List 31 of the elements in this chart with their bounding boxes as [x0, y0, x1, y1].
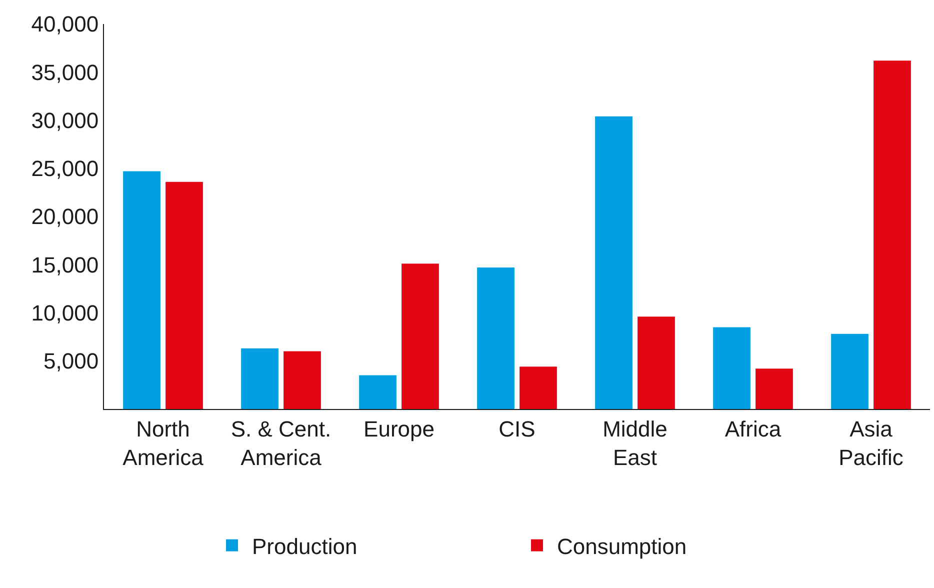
x-tick-label: Africa: [724, 416, 782, 442]
x-tick-label: Asia Pacific: [838, 416, 904, 470]
bar: [402, 264, 439, 409]
y-tick-label: 20,000: [31, 204, 99, 230]
bar: [477, 268, 514, 409]
y-tick-label: 10,000: [31, 300, 99, 326]
bar: [359, 375, 396, 409]
x-tick-label: Europe: [364, 416, 434, 442]
bar: [166, 182, 203, 409]
y-tick-label: 15,000: [31, 252, 99, 278]
bar: [831, 334, 868, 409]
y-tick-label: 35,000: [31, 60, 99, 85]
bar: [874, 60, 911, 409]
bar: [520, 366, 557, 409]
x-tick-label: S. & Cent. America: [230, 416, 332, 470]
legend-label: Consumption: [557, 534, 687, 559]
y-tick-label: 30,000: [31, 108, 99, 133]
bar: [638, 316, 675, 409]
x-tick-label: CIS: [498, 416, 536, 442]
bar: [713, 327, 750, 409]
bar: [241, 348, 278, 409]
bar: [595, 116, 632, 409]
bar: [756, 368, 793, 409]
legend-label: Production: [252, 534, 358, 559]
y-tick-label: 5,000: [44, 348, 99, 374]
x-tick-label: Middle East: [602, 416, 668, 470]
bar: [284, 351, 321, 409]
x-tick-label: North America: [122, 416, 204, 470]
bar: [123, 171, 160, 409]
y-tick-label: 25,000: [31, 156, 99, 182]
y-tick-label: 40,000: [31, 12, 99, 37]
